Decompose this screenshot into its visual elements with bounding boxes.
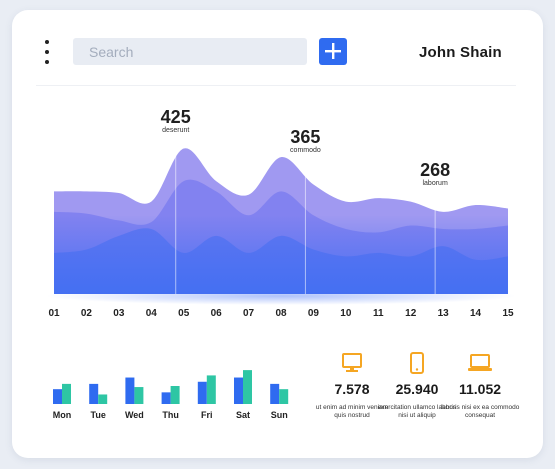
annotation-label: laborum: [422, 180, 448, 188]
x-tick-label: 04: [145, 308, 157, 319]
x-tick-label: 05: [178, 308, 190, 319]
bar-sun-2: [279, 389, 289, 404]
x-tick-label: 11: [372, 308, 384, 319]
stat-value: 7.578: [334, 381, 370, 397]
x-tick-label: 15: [502, 308, 514, 319]
annotation-value: 425: [160, 106, 191, 127]
bar-fri-2: [206, 375, 216, 404]
bar-thu-1: [161, 392, 171, 404]
tablet-icon: [410, 352, 424, 374]
x-tick-label: 01: [48, 308, 60, 319]
bar-sun-1: [270, 383, 280, 404]
x-tick-label: 06: [210, 308, 222, 319]
stat-caption: laboris nisi ex ea commodo consequat: [440, 404, 520, 420]
bar-mon-1: [53, 389, 62, 404]
annotation-value: 268: [420, 160, 451, 181]
bar-tue-2: [98, 394, 108, 404]
area-base-shade: [54, 215, 508, 294]
kebab-menu-icon[interactable]: [44, 40, 50, 64]
bar-chart: [53, 370, 289, 404]
header-divider: [36, 85, 516, 86]
day-label: Sat: [235, 410, 250, 420]
add-button[interactable]: [319, 38, 347, 65]
day-label: Wed: [124, 410, 144, 420]
day-label: Mon: [52, 410, 72, 420]
x-tick-label: 07: [243, 308, 255, 319]
bar-fri-1: [197, 381, 207, 404]
x-tick-label: 10: [340, 308, 352, 319]
stat-caption: ut enim ad minim veniam quis nostrud: [315, 404, 389, 420]
x-tick-label: 12: [405, 308, 417, 319]
bar-wed-2: [134, 387, 144, 404]
bar-tue-1: [89, 383, 99, 404]
day-label: Thu: [162, 410, 179, 420]
x-tick-label: 08: [275, 308, 287, 319]
stat-value: 25.940: [395, 381, 439, 397]
plus-icon: [325, 43, 341, 59]
annotation-label: commodo: [290, 147, 321, 155]
stat-value: 11.052: [458, 381, 502, 397]
monitor-icon: [342, 353, 362, 372]
x-tick-label: 02: [80, 308, 92, 319]
day-label: Sun: [270, 410, 288, 420]
annotation-label: deserunt: [162, 126, 190, 134]
area-chart: [46, 148, 516, 305]
bar-sat-2: [243, 370, 252, 404]
x-tick-label: 03: [113, 308, 125, 319]
day-label: Fri: [201, 410, 213, 420]
search-input[interactable]: [73, 38, 307, 65]
user-name: John Shain: [419, 44, 502, 61]
day-label: Tue: [90, 410, 106, 420]
stat-caption: exercitation ullamco laboris nisi ut ali…: [377, 404, 457, 420]
bar-sat-1: [234, 377, 243, 404]
bar-thu-2: [170, 386, 180, 404]
x-tick-label: 14: [470, 308, 482, 319]
bar-wed-1: [125, 377, 135, 404]
laptop-icon: [468, 354, 492, 371]
x-tick-label: 13: [437, 308, 449, 319]
bar-mon-2: [62, 383, 71, 404]
annotation-value: 365: [290, 127, 321, 148]
x-tick-label: 09: [307, 308, 319, 319]
